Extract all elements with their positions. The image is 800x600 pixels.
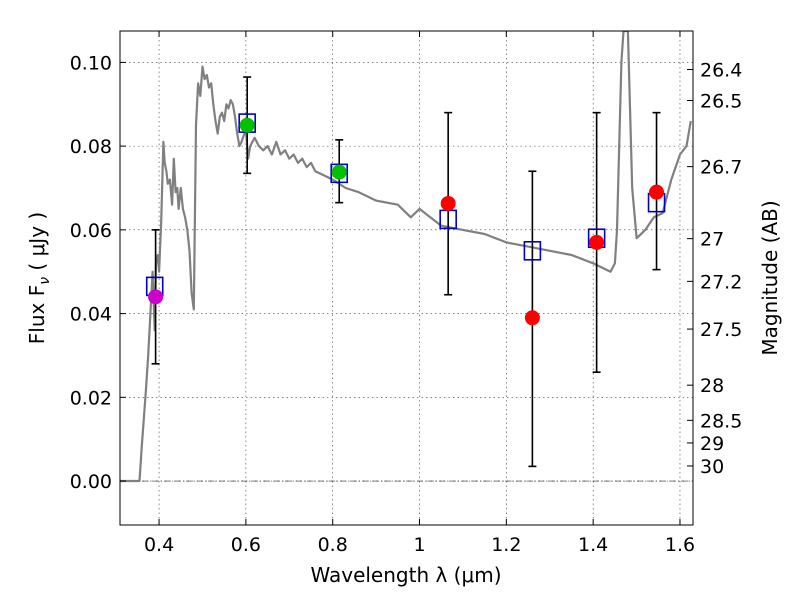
magnitude-tick-label: 26.5 [700, 90, 742, 112]
observed-flux-point [524, 310, 540, 326]
observed-flux-point [331, 164, 347, 180]
observed-flux-point [649, 184, 665, 200]
y-tick-label: 0.02 [70, 387, 112, 409]
x-tick-label: 1.4 [578, 534, 608, 556]
plot-frame [119, 30, 694, 526]
model-photometry-square [523, 240, 542, 261]
observed-flux-point [148, 289, 164, 305]
magnitude-tick-label: 28 [700, 375, 724, 397]
y-tick-label: 0.08 [70, 136, 112, 158]
x-tick-label: 1.6 [665, 534, 695, 556]
y-axis-label-subscript: ν [37, 277, 53, 285]
x-axis-label: Wavelength λ (μm) [310, 563, 501, 587]
y-tick-label: 0.06 [70, 220, 112, 242]
observed-flux-point [589, 234, 605, 250]
y-tick-label: 0.04 [70, 304, 112, 326]
model-photometry-square [330, 163, 349, 184]
x-tick-label: 0.6 [231, 534, 261, 556]
y-axis-label-main: Flux F [25, 285, 49, 344]
y-ticks: 0.00 0.02 0.04 0.06 0.08 0.10 [70, 52, 126, 493]
magnitude-tick-label: 27 [700, 229, 724, 251]
x-ticks: 0.4 0.6 0.8 1 1.2 1.4 1.6 [144, 31, 695, 556]
observed-flux-point [440, 195, 456, 211]
x-tick-label: 0.8 [318, 534, 348, 556]
x-tick-label: 1 [413, 534, 425, 556]
magnitude-tick-label: 27.2 [700, 271, 742, 293]
magnitude-tick-label: 29 [700, 433, 724, 455]
observed-flux-point [239, 117, 255, 133]
magnitude-tick-label: 30 [700, 456, 724, 478]
magnitude-tick-label: 26.7 [700, 157, 742, 179]
x-tick-label: 1.2 [491, 534, 521, 556]
magnitude-axis-label: Magnitude (AB) [758, 200, 782, 355]
y-axis-label-unit: ( μJy ) [25, 212, 49, 277]
y-tick-label: 0.00 [70, 471, 112, 493]
magnitude-tick-label: 27.5 [700, 319, 742, 341]
y-tick-label: 0.10 [70, 52, 112, 74]
data-markers [145, 113, 666, 326]
magnitude-tick-label: 26.4 [700, 60, 742, 82]
y-axis-label: Flux Fν ( μJy ) [25, 212, 53, 344]
grid-lines [120, 31, 693, 525]
magnitude-tick-label: 28.5 [700, 410, 742, 432]
x-tick-label: 0.4 [144, 534, 174, 556]
